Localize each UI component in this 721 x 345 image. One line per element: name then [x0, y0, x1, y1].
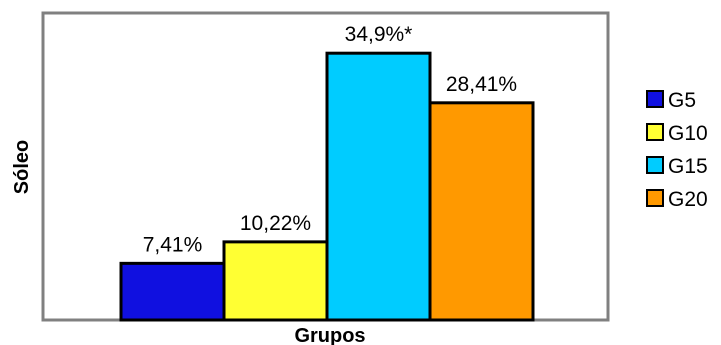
- value-label-g20: 28,41%: [446, 73, 517, 96]
- legend-label-g20: G20: [668, 188, 708, 211]
- value-label-g10: 10,22%: [240, 212, 311, 235]
- legend-label-g15: G15: [668, 155, 708, 178]
- legend: G5 G10 G15 G20: [646, 89, 708, 211]
- bar-g15: [325, 51, 432, 322]
- legend-swatch-g15: [646, 156, 664, 174]
- value-label-g15: 34,9%*: [345, 23, 413, 46]
- y-axis-title: Sóleo: [11, 140, 33, 194]
- legend-swatch-g5: [646, 90, 664, 108]
- value-labels: 7,41% 10,22% 34,9%* 28,41%: [143, 23, 517, 256]
- bars: [119, 51, 535, 322]
- x-axis-title: Grupos: [294, 325, 365, 345]
- legend-label-g10: G10: [668, 122, 708, 145]
- legend-swatch-g20: [646, 189, 664, 207]
- legend-label-g5: G5: [668, 89, 696, 112]
- value-label-g5: 7,41%: [143, 233, 203, 256]
- bar-g20: [428, 101, 535, 322]
- legend-swatch-g10: [646, 123, 664, 141]
- bar-g10: [222, 240, 329, 322]
- bar-g5: [119, 261, 226, 322]
